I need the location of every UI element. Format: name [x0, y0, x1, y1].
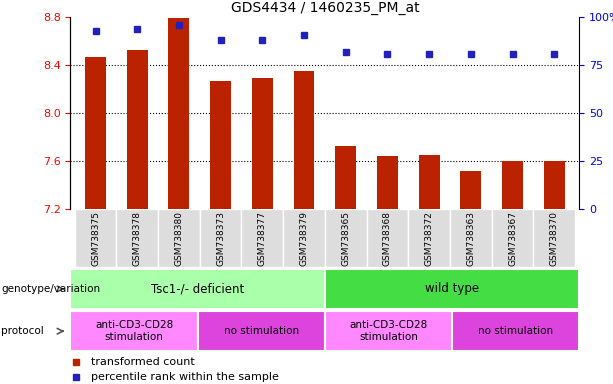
Text: GSM738375: GSM738375	[91, 210, 100, 266]
Bar	[502, 161, 523, 209]
Bar	[294, 71, 314, 209]
Bar	[377, 157, 398, 209]
Text: anti-CD3-CD28
stimulation: anti-CD3-CD28 stimulation	[349, 320, 428, 342]
FancyBboxPatch shape	[367, 209, 408, 267]
FancyBboxPatch shape	[70, 311, 197, 351]
Text: GSM738363: GSM738363	[466, 210, 475, 266]
Text: transformed count: transformed count	[91, 357, 194, 367]
Text: anti-CD3-CD28
stimulation: anti-CD3-CD28 stimulation	[95, 320, 173, 342]
Text: no stimulation: no stimulation	[478, 326, 554, 336]
FancyBboxPatch shape	[200, 209, 242, 267]
Bar	[460, 171, 481, 209]
Bar	[127, 50, 148, 209]
FancyBboxPatch shape	[242, 209, 283, 267]
Text: Tsc1-/- deficient: Tsc1-/- deficient	[151, 283, 245, 295]
Bar	[85, 57, 106, 209]
FancyBboxPatch shape	[408, 209, 450, 267]
Bar	[210, 81, 231, 209]
FancyBboxPatch shape	[450, 209, 492, 267]
FancyBboxPatch shape	[533, 209, 575, 267]
Text: protocol: protocol	[1, 326, 44, 336]
Text: GSM738379: GSM738379	[300, 210, 308, 266]
Bar	[419, 155, 440, 209]
FancyBboxPatch shape	[325, 269, 579, 309]
Text: GSM738368: GSM738368	[383, 210, 392, 266]
FancyBboxPatch shape	[158, 209, 200, 267]
Bar	[252, 78, 273, 209]
FancyBboxPatch shape	[325, 311, 452, 351]
FancyBboxPatch shape	[325, 209, 367, 267]
Text: GSM738365: GSM738365	[341, 210, 350, 266]
FancyBboxPatch shape	[197, 311, 325, 351]
Bar	[169, 18, 189, 209]
Text: GSM738373: GSM738373	[216, 210, 225, 266]
Text: percentile rank within the sample: percentile rank within the sample	[91, 372, 279, 382]
Text: GSM738367: GSM738367	[508, 210, 517, 266]
FancyBboxPatch shape	[70, 269, 325, 309]
Text: GSM738372: GSM738372	[425, 211, 433, 265]
FancyBboxPatch shape	[492, 209, 533, 267]
Bar	[335, 146, 356, 209]
Text: genotype/variation: genotype/variation	[1, 284, 101, 294]
Text: no stimulation: no stimulation	[224, 326, 299, 336]
Text: GSM738370: GSM738370	[550, 210, 559, 266]
FancyBboxPatch shape	[452, 311, 579, 351]
Title: GDS4434 / 1460235_PM_at: GDS4434 / 1460235_PM_at	[230, 1, 419, 15]
Text: wild type: wild type	[425, 283, 479, 295]
Text: GSM738378: GSM738378	[133, 210, 142, 266]
Text: GSM738380: GSM738380	[175, 210, 183, 266]
FancyBboxPatch shape	[283, 209, 325, 267]
Bar	[544, 161, 565, 209]
FancyBboxPatch shape	[75, 209, 116, 267]
Text: GSM738377: GSM738377	[258, 210, 267, 266]
FancyBboxPatch shape	[116, 209, 158, 267]
